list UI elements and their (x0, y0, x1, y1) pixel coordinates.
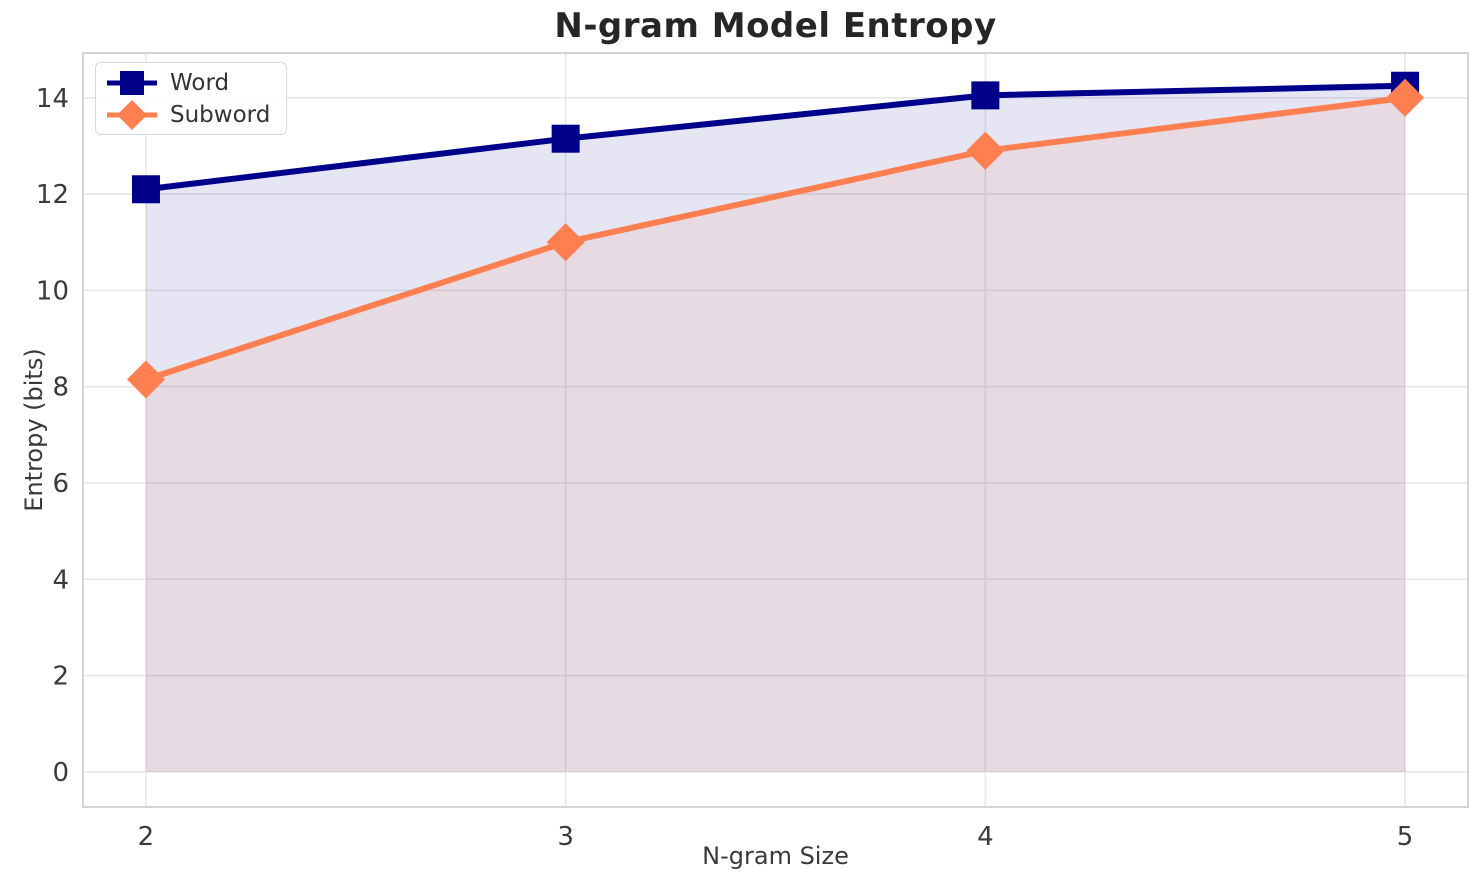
axes-spines (82, 52, 1469, 808)
marker-word-4 (971, 81, 1000, 110)
legend-box: Word Subword (95, 62, 288, 135)
x-tick-label: 3 (557, 822, 574, 852)
y-tick-label: 4 (52, 565, 69, 595)
chart-title: N-gram Model Entropy (554, 6, 997, 46)
y-tick-label: 2 (52, 662, 69, 692)
legend-item-word: Word (106, 67, 270, 98)
x-tick-label: 4 (977, 822, 994, 852)
x-axis-label: N-gram Size (702, 842, 849, 870)
marker-subword-4 (966, 131, 1005, 170)
y-tick-label: 14 (36, 84, 69, 114)
y-axis-label: Entropy (bits) (20, 348, 48, 512)
x-tick-label: 5 (1397, 822, 1414, 852)
legend-item-subword: Subword (106, 99, 270, 130)
y-tick-label: 12 (36, 180, 69, 210)
y-tick-label: 6 (52, 469, 69, 499)
y-tick-label: 0 (52, 758, 69, 788)
subword-line-diamond-icon (107, 99, 157, 130)
legend-label-word: Word (170, 69, 230, 96)
marker-word-2 (131, 175, 160, 204)
y-tick-label: 8 (52, 373, 69, 403)
legend-label-subword: Subword (170, 101, 271, 128)
series-area-word (145, 85, 1406, 772)
marker-subword-2 (126, 360, 165, 399)
series-line-subword (145, 94, 1406, 383)
marker-word-3 (551, 124, 580, 153)
marker-subword-5 (1386, 78, 1425, 117)
series-line-word (145, 82, 1406, 193)
marker-subword-3 (546, 223, 585, 262)
x-tick-label: 2 (138, 822, 155, 852)
series-area-subword (145, 97, 1406, 772)
y-tick-label: 10 (36, 276, 69, 306)
word-line-square-icon (107, 70, 157, 95)
